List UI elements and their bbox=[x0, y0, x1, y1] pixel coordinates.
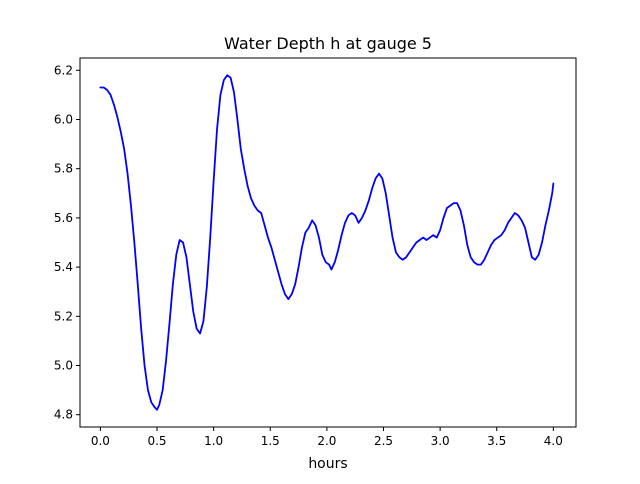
y-tick-label: 4.8 bbox=[54, 408, 73, 422]
y-axis-ticks: 4.8 5.0 5.2 5.4 5.6 5.8 6.0 6.2 bbox=[54, 63, 80, 422]
x-tick-label: 2.5 bbox=[374, 434, 393, 448]
x-axis-ticks: 0.0 0.5 1.0 1.5 2.0 2.5 3.0 3.5 4.0 bbox=[91, 427, 563, 448]
x-axis-label: hours bbox=[308, 456, 347, 472]
y-tick-label: 6.2 bbox=[54, 63, 73, 77]
x-tick-label: 0.0 bbox=[91, 434, 110, 448]
series-line-0 bbox=[99, 74, 555, 411]
y-tick-label: 5.8 bbox=[54, 162, 73, 176]
chart-title: Water Depth h at gauge 5 bbox=[224, 34, 432, 53]
x-tick-label: 2.0 bbox=[317, 434, 336, 448]
x-tick-label: 4.0 bbox=[544, 434, 563, 448]
x-tick-label: 3.5 bbox=[487, 434, 506, 448]
y-tick-label: 5.2 bbox=[54, 309, 73, 323]
x-tick-label: 1.0 bbox=[204, 434, 223, 448]
y-tick-label: 5.0 bbox=[54, 359, 73, 373]
x-tick-label: 1.5 bbox=[261, 434, 280, 448]
y-tick-label: 5.6 bbox=[54, 211, 73, 225]
y-tick-label: 5.4 bbox=[54, 260, 73, 274]
x-tick-label: 3.0 bbox=[431, 434, 450, 448]
plot-area bbox=[99, 74, 555, 411]
axes-frame bbox=[79, 57, 577, 428]
x-tick-label: 0.5 bbox=[147, 434, 166, 448]
y-tick-label: 6.0 bbox=[54, 113, 73, 127]
